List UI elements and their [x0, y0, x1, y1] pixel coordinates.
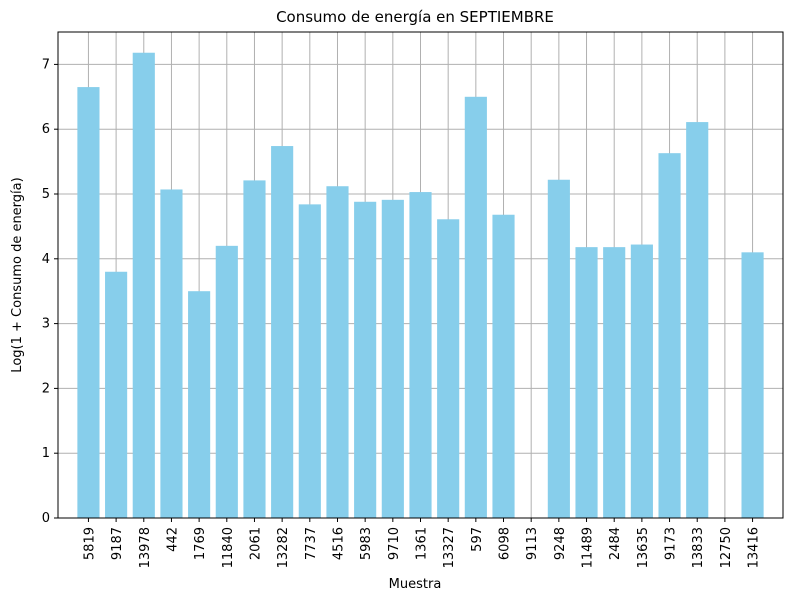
x-tick-label: 9248 — [553, 527, 568, 560]
x-tick-label: 13327 — [442, 527, 457, 568]
x-tick-label: 597 — [470, 527, 485, 552]
bar — [464, 96, 487, 519]
y-tick-label: 0 — [42, 511, 50, 526]
y-tick-label: 7 — [42, 57, 50, 72]
x-tick-label: 5983 — [359, 527, 374, 560]
x-tick-label: 11489 — [581, 527, 596, 568]
x-axis-ticks: 5819 9187 13978 442 1769 11840 2061 13282 7737 45… — [82, 518, 762, 568]
bar — [243, 180, 266, 518]
x-tick-label: 13978 — [138, 527, 153, 568]
bar — [160, 189, 183, 519]
y-tick-label: 1 — [42, 446, 50, 461]
bar — [741, 252, 764, 518]
x-tick-label: 12750 — [719, 527, 734, 568]
bar — [77, 87, 100, 518]
x-tick-label: 9173 — [664, 527, 679, 560]
bar — [326, 186, 349, 518]
bars — [77, 52, 764, 519]
y-tick-label: 4 — [42, 252, 50, 267]
bar — [437, 219, 460, 518]
bar — [132, 52, 155, 519]
y-tick-label: 5 — [42, 187, 50, 202]
x-tick-label: 13416 — [747, 527, 762, 568]
bar — [658, 153, 681, 518]
chart-title: Consumo de energía en SEPTIEMBRE — [276, 8, 554, 26]
bar — [215, 245, 238, 518]
y-axis-label: Log(1 + Consumo de energía) — [10, 177, 25, 372]
x-tick-label: 442 — [165, 527, 180, 552]
x-tick-label: 6098 — [498, 527, 513, 560]
x-tick-label: 1769 — [193, 527, 208, 560]
bar — [603, 247, 626, 519]
x-tick-label: 2061 — [248, 527, 263, 560]
bar — [354, 201, 377, 518]
x-tick-label: 1361 — [415, 527, 430, 560]
bar — [630, 244, 653, 518]
x-tick-label: 9113 — [525, 527, 540, 560]
x-tick-label: 13282 — [276, 527, 291, 568]
bar — [105, 271, 128, 518]
x-tick-label: 9187 — [110, 527, 125, 560]
bar — [492, 214, 515, 518]
y-tick-label: 2 — [42, 381, 50, 396]
y-axis-ticks: 0 1 2 3 4 5 6 7 — [42, 57, 58, 526]
x-axis-label: Muestra — [389, 577, 442, 592]
x-tick-label: 4516 — [331, 527, 346, 560]
x-tick-label: 2484 — [608, 527, 623, 560]
bar — [188, 291, 211, 518]
bar — [298, 204, 321, 519]
bar — [686, 122, 709, 519]
bar — [575, 247, 598, 519]
y-tick-label: 3 — [42, 317, 50, 332]
bar — [271, 146, 294, 518]
x-tick-label: 13635 — [636, 527, 651, 568]
bar — [381, 199, 404, 518]
x-tick-label: 7737 — [304, 527, 319, 560]
bar — [547, 179, 570, 518]
x-tick-label: 9710 — [387, 527, 402, 560]
y-tick-label: 6 — [42, 122, 50, 137]
x-tick-label: 11840 — [221, 527, 236, 568]
x-tick-label: 5819 — [82, 527, 97, 560]
x-tick-label: 13833 — [691, 527, 706, 568]
bar — [409, 192, 432, 518]
